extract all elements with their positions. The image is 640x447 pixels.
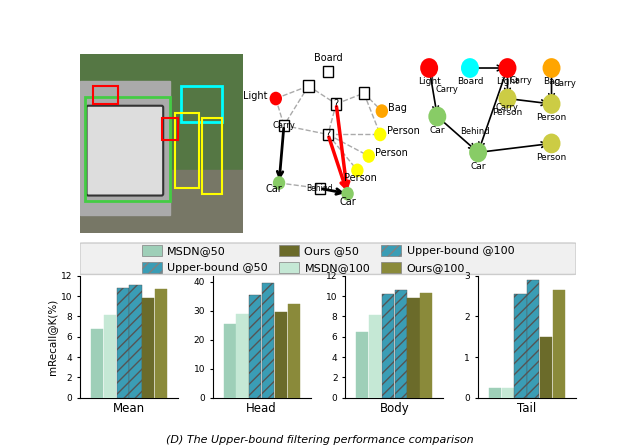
Bar xyxy=(287,304,300,398)
Text: Light: Light xyxy=(243,91,268,101)
X-axis label: Head: Head xyxy=(246,402,277,415)
Text: Person: Person xyxy=(387,127,420,136)
Bar xyxy=(142,298,154,398)
Bar xyxy=(408,298,419,398)
Text: (D) The Upper-bound filtering performance comparison: (D) The Upper-bound filtering performanc… xyxy=(166,434,474,444)
Text: Person: Person xyxy=(492,108,523,117)
Text: Carry: Carry xyxy=(495,103,518,112)
Text: Board: Board xyxy=(457,77,483,86)
Bar xyxy=(104,316,116,398)
Text: Behind: Behind xyxy=(460,127,490,136)
Circle shape xyxy=(376,104,388,118)
Circle shape xyxy=(543,134,561,153)
Circle shape xyxy=(428,107,446,127)
Circle shape xyxy=(499,89,516,109)
Circle shape xyxy=(461,58,479,78)
Bar xyxy=(502,388,514,398)
Bar xyxy=(369,316,381,398)
Text: Car: Car xyxy=(339,197,356,207)
Bar xyxy=(80,80,170,215)
Bar xyxy=(175,113,199,188)
Text: ?: ? xyxy=(333,99,339,109)
FancyBboxPatch shape xyxy=(314,182,325,194)
Bar xyxy=(129,285,141,398)
Bar xyxy=(540,337,552,398)
Circle shape xyxy=(420,58,438,78)
Text: Bag: Bag xyxy=(543,77,560,86)
Text: Light: Light xyxy=(496,77,519,86)
Bar xyxy=(161,118,178,140)
Bar xyxy=(275,312,287,398)
Text: Light: Light xyxy=(418,77,440,86)
Bar xyxy=(116,288,129,398)
Y-axis label: mRecall@K(%): mRecall@K(%) xyxy=(47,299,57,375)
Circle shape xyxy=(363,149,375,163)
Bar xyxy=(356,332,369,398)
Text: Board: Board xyxy=(314,53,342,63)
Circle shape xyxy=(351,164,364,177)
Bar xyxy=(249,295,261,398)
Bar xyxy=(262,283,274,398)
Circle shape xyxy=(499,58,516,78)
FancyBboxPatch shape xyxy=(278,120,289,131)
Bar xyxy=(382,294,394,398)
Circle shape xyxy=(543,58,561,78)
Bar xyxy=(80,170,243,233)
X-axis label: Body: Body xyxy=(380,402,409,415)
Text: Person: Person xyxy=(375,148,408,158)
Text: Person: Person xyxy=(536,152,566,162)
X-axis label: Tail: Tail xyxy=(517,402,536,415)
Bar xyxy=(237,314,248,398)
Bar xyxy=(155,289,167,398)
Legend: MSDN@50, Upper-bound @50, Ours @50, MSDN@100, Upper-bound @100, Ours@100: MSDN@50, Upper-bound @50, Ours @50, MSDN… xyxy=(137,240,519,278)
FancyBboxPatch shape xyxy=(323,129,333,140)
Bar xyxy=(553,290,565,398)
Text: Carry: Carry xyxy=(273,121,296,130)
Bar xyxy=(395,290,407,398)
Text: Person: Person xyxy=(344,173,377,183)
Circle shape xyxy=(341,187,354,201)
Circle shape xyxy=(543,94,561,114)
FancyBboxPatch shape xyxy=(303,80,314,92)
Text: Carry: Carry xyxy=(554,79,577,88)
Text: Behind: Behind xyxy=(307,184,333,193)
Bar xyxy=(93,86,118,104)
Circle shape xyxy=(469,143,487,162)
FancyBboxPatch shape xyxy=(331,98,342,110)
Bar xyxy=(515,294,527,398)
Bar xyxy=(489,388,501,398)
Bar xyxy=(181,86,222,122)
Circle shape xyxy=(273,176,285,190)
Text: Bag: Bag xyxy=(388,103,407,113)
X-axis label: Mean: Mean xyxy=(113,402,145,415)
Bar xyxy=(91,329,103,398)
Circle shape xyxy=(374,128,387,141)
Bar xyxy=(527,280,540,398)
FancyBboxPatch shape xyxy=(323,66,333,77)
FancyBboxPatch shape xyxy=(86,106,163,195)
Text: Car: Car xyxy=(266,184,282,194)
Bar xyxy=(224,324,236,398)
FancyBboxPatch shape xyxy=(80,243,576,274)
Text: Person: Person xyxy=(536,113,566,122)
Text: ?: ? xyxy=(325,130,331,139)
Bar xyxy=(420,293,432,398)
Text: Carry: Carry xyxy=(510,76,532,85)
Text: Car: Car xyxy=(470,162,486,171)
Bar xyxy=(202,118,222,194)
Text: Car: Car xyxy=(429,126,445,135)
Bar xyxy=(85,97,170,201)
Circle shape xyxy=(269,92,282,105)
FancyBboxPatch shape xyxy=(358,87,369,99)
Text: Carry: Carry xyxy=(436,85,458,94)
